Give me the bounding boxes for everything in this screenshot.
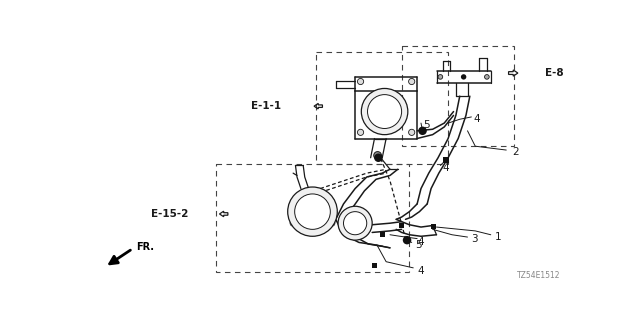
Circle shape — [461, 74, 467, 80]
Bar — [443, 157, 449, 163]
Circle shape — [288, 187, 337, 236]
Text: E-8: E-8 — [545, 68, 564, 78]
Bar — [372, 263, 377, 268]
Circle shape — [344, 212, 367, 235]
Text: 5: 5 — [415, 240, 421, 250]
Circle shape — [329, 201, 335, 207]
Circle shape — [403, 236, 412, 244]
Text: E-15-2: E-15-2 — [151, 209, 189, 219]
Text: 2: 2 — [513, 147, 519, 157]
Circle shape — [338, 206, 372, 240]
Circle shape — [484, 75, 489, 79]
Circle shape — [419, 127, 427, 135]
Bar — [380, 232, 385, 237]
Circle shape — [408, 78, 415, 84]
Bar — [431, 224, 436, 229]
Circle shape — [358, 78, 364, 84]
Circle shape — [294, 194, 330, 229]
Text: TZ54E1512: TZ54E1512 — [517, 271, 561, 280]
Text: 4: 4 — [417, 266, 424, 276]
Text: 3: 3 — [472, 234, 478, 244]
Text: E-1-1: E-1-1 — [252, 101, 282, 111]
Bar — [402, 46, 514, 146]
Text: 5: 5 — [423, 120, 430, 131]
Text: FR.: FR. — [136, 242, 154, 252]
Bar — [399, 223, 404, 228]
Bar — [216, 164, 410, 272]
Circle shape — [374, 152, 381, 159]
Circle shape — [358, 129, 364, 135]
Circle shape — [290, 220, 296, 226]
Text: 4: 4 — [443, 163, 449, 173]
Bar — [316, 52, 448, 164]
Text: 4: 4 — [474, 114, 481, 124]
Circle shape — [438, 75, 443, 79]
Text: 1: 1 — [495, 232, 501, 242]
Circle shape — [374, 154, 383, 162]
Text: 4: 4 — [417, 237, 424, 247]
Circle shape — [367, 95, 402, 129]
Circle shape — [290, 201, 296, 207]
Circle shape — [362, 88, 408, 135]
Circle shape — [329, 220, 335, 226]
Circle shape — [408, 129, 415, 135]
